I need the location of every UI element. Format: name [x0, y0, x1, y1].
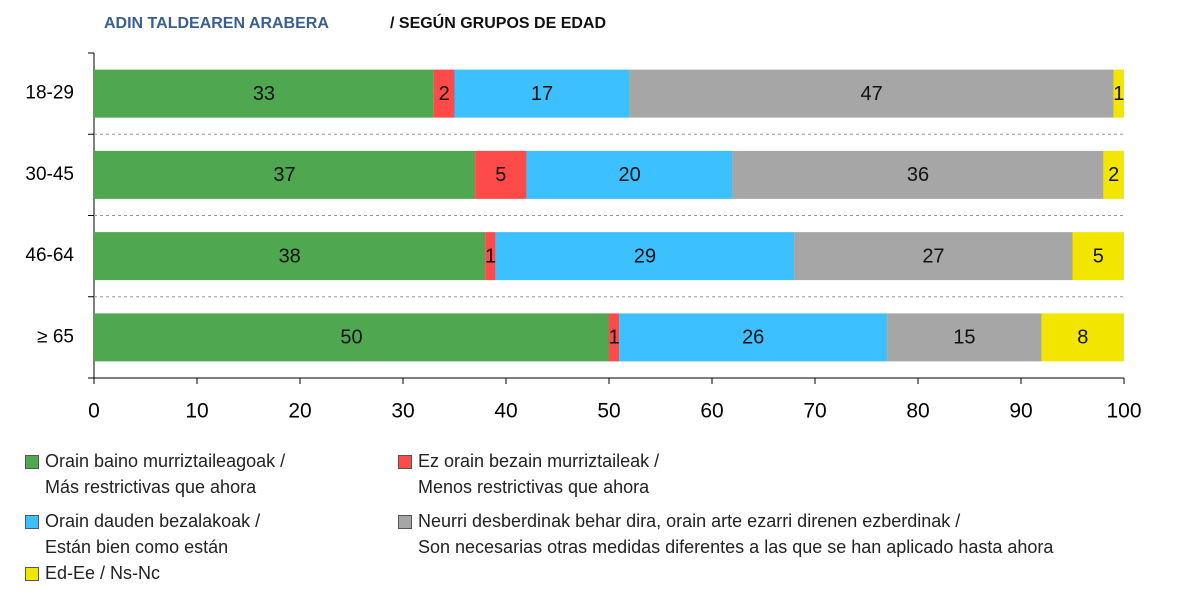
x-tick-label: 10 [185, 400, 208, 423]
value-label: 5 [1093, 245, 1104, 267]
value-label: 15 [953, 327, 975, 349]
bar-segment [495, 232, 795, 281]
value-label: 47 [861, 83, 883, 105]
chart: ADIN TALDEAREN ARABERA / SEGÚN GRUPOS DE… [25, 13, 1141, 423]
bar-segment [794, 232, 1073, 281]
value-label: 1 [1113, 83, 1124, 105]
x-tick-label: 100 [1106, 400, 1141, 423]
legend-item: Neurri desberdinak behar dira, orain art… [398, 508, 1053, 560]
value-label: 2 [439, 83, 450, 105]
value-label: 27 [922, 245, 944, 267]
y-tick-label: 18-29 [25, 83, 74, 104]
x-tick-label: 30 [391, 400, 414, 423]
value-label: 26 [742, 327, 764, 349]
value-label: 8 [1077, 327, 1088, 349]
legend-label: Orain dauden bezalakoak / Están bien com… [45, 511, 261, 557]
bar-segment [94, 69, 434, 118]
x-tick-label: 20 [288, 400, 311, 423]
bar-segment [485, 232, 496, 281]
x-tick-label: 80 [906, 400, 929, 423]
legend-swatch [25, 455, 39, 469]
x-tick-label: 60 [700, 400, 723, 423]
value-label: 17 [531, 83, 553, 105]
legend-item: Ed-Ee / Ns-Nc [25, 560, 160, 586]
legend-label: Ed-Ee / Ns-Nc [45, 563, 161, 583]
value-label: 20 [618, 164, 640, 186]
bar-segment [732, 150, 1104, 199]
value-label: 1 [485, 245, 496, 267]
bar-segment [1041, 313, 1124, 362]
bar-segment [94, 150, 476, 199]
value-label: 1 [609, 327, 620, 349]
bar-segment [475, 150, 527, 199]
y-tick-label: 30-45 [25, 164, 74, 185]
value-label: 38 [279, 245, 301, 267]
bar-segment [454, 69, 630, 118]
chart-title: ADIN TALDEAREN ARABERA [104, 15, 329, 32]
bar-segment [1072, 232, 1124, 281]
bar-segment [609, 313, 620, 362]
legend-label: Neurri desberdinak behar dira, orain art… [418, 511, 1054, 557]
legend-swatch [398, 455, 412, 469]
chart-subtitle: / SEGÚN GRUPOS DE EDAD [390, 13, 606, 32]
y-tick-label: ≥ 65 [37, 326, 74, 347]
bar-segment [526, 150, 733, 199]
legend-label: Orain baino murriztaileagoak / Más restr… [45, 451, 286, 497]
legend-swatch [25, 515, 39, 529]
x-tick-label: 70 [803, 400, 826, 423]
bar-segment [94, 313, 609, 362]
value-label: 5 [495, 164, 506, 186]
bar-segment [619, 313, 888, 362]
y-tick-label: 46-64 [25, 245, 74, 266]
legend-swatch [398, 515, 412, 529]
value-label: 50 [340, 327, 362, 349]
bar-segment [433, 69, 455, 118]
legend-item: Orain dauden bezalakoak / Están bien com… [25, 508, 260, 560]
x-tick-label: 0 [88, 400, 100, 423]
value-label: 2 [1108, 164, 1119, 186]
value-label: 29 [634, 245, 656, 267]
bar-segment [887, 313, 1042, 362]
value-label: 37 [273, 164, 295, 186]
x-tick-label: 50 [597, 400, 620, 423]
legend-swatch [25, 567, 39, 581]
x-tick-label: 40 [494, 400, 517, 423]
value-label: 36 [907, 164, 929, 186]
bar-segment [1103, 150, 1124, 199]
legend-label: Ez orain bezain murriztaileak / Menos re… [418, 451, 660, 497]
legend-item: Orain baino murriztaileagoak / Más restr… [25, 448, 285, 500]
legend-item: Ez orain bezain murriztaileak / Menos re… [398, 448, 659, 500]
x-tick-label: 90 [1009, 400, 1032, 423]
bar-segment [629, 69, 1114, 118]
bar-segment [94, 232, 486, 281]
bar-segment [1113, 69, 1124, 118]
value-label: 33 [253, 83, 275, 105]
